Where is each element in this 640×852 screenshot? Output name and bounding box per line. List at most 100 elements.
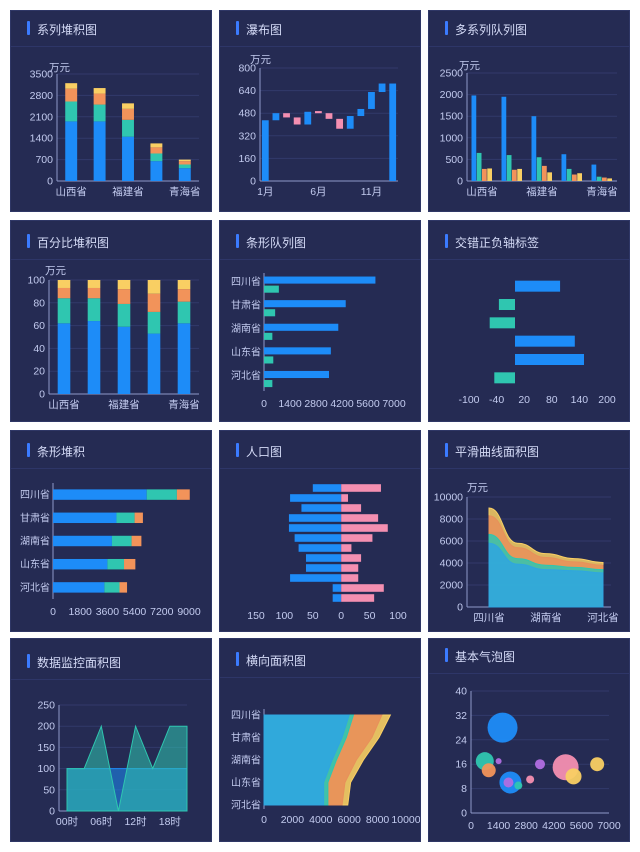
x-tick-label: 福建省 xyxy=(526,185,558,198)
x-tick-label: 湖南省 xyxy=(530,611,562,624)
bar xyxy=(506,155,512,181)
bubble xyxy=(503,777,514,788)
bar xyxy=(290,574,342,582)
chart-canvas: 0 8 16 24 32 40 0 1400 2800 4200 5600 7000 xyxy=(455,686,621,833)
x-tick-label: 2800 xyxy=(515,820,539,832)
bar-segment xyxy=(150,153,163,162)
chart-panel-p6: 交错正负轴标签 -100 -40 20 80 140 200 xyxy=(428,220,630,422)
bar-segment xyxy=(134,512,143,524)
x-tick-label: 9000 xyxy=(177,606,201,618)
x-tick-label: -40 xyxy=(489,394,504,406)
bar xyxy=(288,514,342,522)
bar-segment xyxy=(65,121,78,181)
bar-segment xyxy=(147,280,161,294)
area-series xyxy=(66,724,188,812)
category-label: 甘肃省 xyxy=(20,511,50,524)
bar-segment xyxy=(53,582,105,593)
y-tick-label: 100 xyxy=(37,763,55,775)
y-tick-label: 8 xyxy=(461,783,467,795)
x-tick-label: 7000 xyxy=(382,398,406,410)
y-tick-label: 1400 xyxy=(30,133,54,145)
y-tick-label: 100 xyxy=(27,275,45,287)
x-tick-label: 山西省 xyxy=(466,185,498,198)
bar-segment xyxy=(53,558,108,570)
x-tick-label: 150 xyxy=(247,610,265,622)
bar-segment xyxy=(87,287,101,299)
bar-segment xyxy=(65,83,78,89)
title-accent-bar xyxy=(445,648,448,662)
bar-segment xyxy=(177,301,191,324)
x-tick-label: 6月 xyxy=(310,186,326,198)
bar xyxy=(487,168,492,181)
bar-segment xyxy=(65,88,78,102)
unit-label: 万元 xyxy=(467,482,488,494)
bar-segment xyxy=(53,535,112,547)
x-tick-label: 1400 xyxy=(487,820,511,832)
waterfall-bar xyxy=(304,111,312,125)
bar xyxy=(607,178,612,181)
bar xyxy=(572,174,577,181)
x-tick-label: 青海省 xyxy=(169,185,201,198)
title-accent-bar xyxy=(236,443,239,457)
bar xyxy=(305,564,342,572)
y-tick-label: 2000 xyxy=(440,89,464,101)
chart-panel-p10: 数据监控面积图 0 50 100 150 200 250 00时 06时 12时 18时 xyxy=(10,638,212,842)
y-tick-label: 50 xyxy=(43,784,55,796)
bar-segment xyxy=(122,103,134,109)
x-tick-label: 0 xyxy=(338,610,344,622)
bar xyxy=(602,177,607,181)
title-accent-bar xyxy=(445,234,448,248)
bar-segment xyxy=(117,326,131,394)
bar-segment xyxy=(150,143,163,148)
chart-panel-p8: 人口图 150 100 50 0 50 100 xyxy=(219,430,421,632)
title-divider xyxy=(220,259,420,260)
x-tick-label: 0 xyxy=(468,820,474,832)
bar xyxy=(577,173,582,181)
category-label: 山东省 xyxy=(20,558,50,571)
bar-segment xyxy=(107,558,125,570)
bar-segment xyxy=(147,333,161,394)
bar-segment xyxy=(116,512,135,524)
unit-label: 万元 xyxy=(459,60,480,72)
y-tick-label: 2500 xyxy=(440,68,464,80)
bar-segment xyxy=(122,136,134,181)
bar xyxy=(531,116,537,181)
title-accent-bar xyxy=(236,234,239,248)
waterfall-bar xyxy=(389,83,397,181)
bar xyxy=(341,524,388,532)
bar xyxy=(489,317,515,329)
chart-panel-p3: 多系列队列图 万元 0 500 1000 1500 2000 2500 山西省 福建省 青海省 xyxy=(428,10,630,212)
category-label: 湖南省 xyxy=(231,322,261,335)
category-label: 河北省 xyxy=(231,369,261,382)
title-divider xyxy=(429,259,629,260)
waterfall-bar xyxy=(368,92,375,109)
x-tick-label: 50 xyxy=(364,610,376,622)
bar xyxy=(547,172,552,181)
y-tick-label: 500 xyxy=(445,154,463,166)
chart-canvas: 万元 0 160 320 480 640 800 1月 6月 11月 xyxy=(238,54,398,198)
chart-title: 人口图 xyxy=(246,445,283,459)
chart-title: 交错正负轴标签 xyxy=(455,236,540,250)
bar xyxy=(264,276,376,284)
y-tick-label: 6000 xyxy=(440,536,464,548)
bar xyxy=(301,504,342,512)
bar xyxy=(542,165,547,181)
y-tick-label: 200 xyxy=(37,721,55,733)
bar-segment xyxy=(119,582,128,593)
category-label: 山东省 xyxy=(231,346,261,359)
y-tick-label: 3500 xyxy=(30,69,54,81)
bubble xyxy=(514,781,523,790)
bar-segment xyxy=(87,280,101,288)
title-divider xyxy=(11,46,211,47)
bar-segment xyxy=(93,93,106,105)
bar-segment xyxy=(93,121,106,181)
waterfall-bar xyxy=(346,116,354,129)
x-tick-label: 18时 xyxy=(159,816,182,828)
x-tick-label: -100 xyxy=(458,394,479,406)
bar xyxy=(341,494,349,502)
bar-segment xyxy=(177,323,191,394)
bar-segment xyxy=(117,303,131,327)
x-tick-label: 四川省 xyxy=(473,611,505,624)
y-tick-label: 2100 xyxy=(30,111,54,123)
